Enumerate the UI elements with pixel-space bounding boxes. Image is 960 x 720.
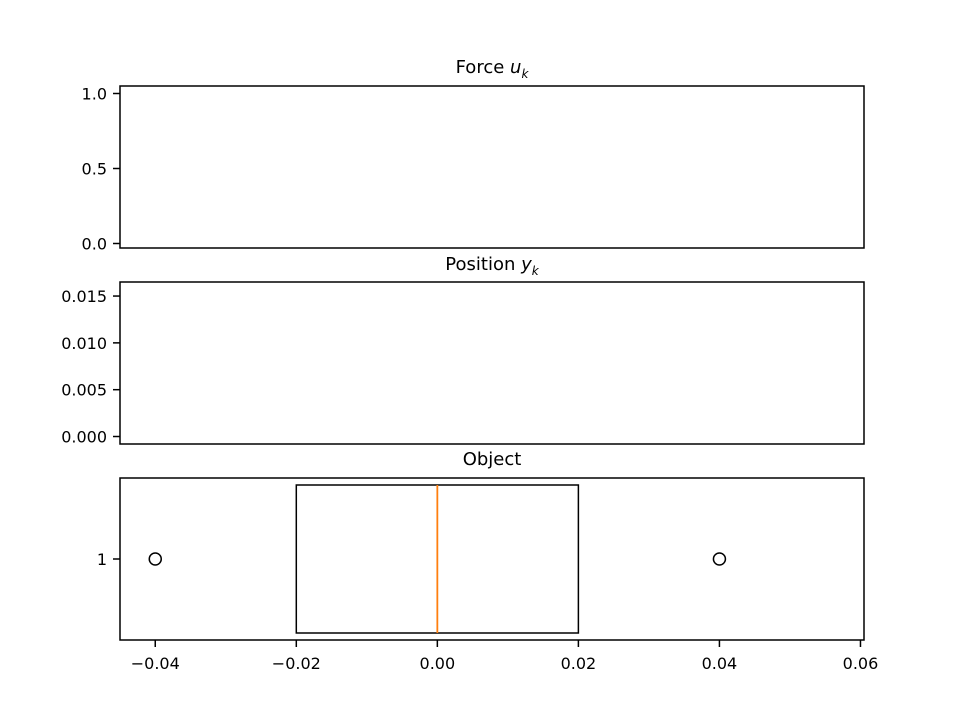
object-title: Object bbox=[463, 449, 522, 470]
position-panel: Position yk 0.000 0.005 0.010 0.015 bbox=[61, 254, 865, 447]
position-y-tick-label: 0.000 bbox=[61, 428, 107, 447]
force-axes-frame bbox=[119, 85, 865, 249]
object-axes-frame bbox=[119, 477, 865, 641]
object-y-ticks: 1 bbox=[97, 550, 120, 569]
object-x-tick-label: −0.04 bbox=[131, 654, 180, 673]
object-panel: Object 1 −0.04 −0.02 0.00 0.02 0.04 0.06 bbox=[97, 449, 878, 673]
object-x-tick-label: 0.06 bbox=[843, 654, 879, 673]
force-y-tick-label: 0.0 bbox=[82, 235, 107, 254]
position-axes-frame bbox=[119, 281, 865, 445]
object-x-tick-label: −0.02 bbox=[272, 654, 321, 673]
force-panel: Force uk 0.0 0.5 1.0 bbox=[82, 57, 865, 254]
position-title: Position yk bbox=[445, 254, 539, 278]
force-y-tick-label: 0.5 bbox=[82, 160, 107, 179]
position-y-tick-label: 0.015 bbox=[61, 287, 107, 306]
position-y-tick-label: 0.010 bbox=[61, 334, 107, 353]
force-y-ticks: 0.0 0.5 1.0 bbox=[82, 85, 120, 254]
object-x-ticks: −0.04 −0.02 0.00 0.02 0.04 0.06 bbox=[131, 640, 879, 673]
object-y-tick-label: 1 bbox=[97, 550, 107, 569]
object-x-tick-label: 0.00 bbox=[420, 654, 456, 673]
object-x-tick-label: 0.04 bbox=[702, 654, 738, 673]
flier-point bbox=[148, 552, 163, 566]
force-title: Force uk bbox=[456, 57, 530, 81]
flier-point bbox=[712, 552, 727, 566]
object-boxplot bbox=[148, 484, 727, 634]
force-y-tick-label: 1.0 bbox=[82, 85, 107, 104]
object-x-tick-label: 0.02 bbox=[561, 654, 597, 673]
position-y-ticks: 0.000 0.005 0.010 0.015 bbox=[61, 287, 120, 447]
position-y-tick-label: 0.005 bbox=[61, 381, 107, 400]
